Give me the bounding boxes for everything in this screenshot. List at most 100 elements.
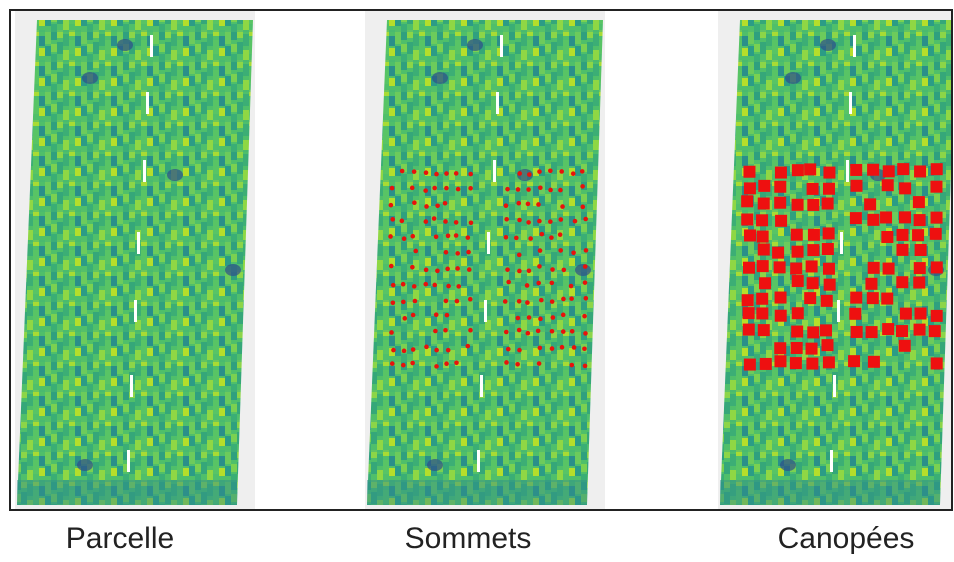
canopy-marker [881,292,894,305]
canopy-marker [882,165,895,178]
canopy-marker [759,357,772,370]
vertex-marker [537,345,543,351]
vertex-marker [443,327,448,333]
vertex-marker [465,235,471,240]
vertex-marker [468,220,474,226]
canopy-marker [791,307,804,320]
panel-image [15,10,255,510]
gap-dash [830,450,833,472]
field-edge [367,480,587,505]
panel-image [365,10,605,510]
vertex-marker [434,347,439,353]
canopy-marker [743,165,756,178]
vertex-marker [456,284,462,289]
vertex-marker [433,234,439,240]
vertex-marker [431,216,437,221]
gap-dash [500,35,503,57]
vertex-marker [455,186,461,192]
vertex-marker [504,360,509,365]
canopy-marker [757,324,770,337]
vertex-marker [445,347,451,353]
vertex-marker [514,235,519,241]
canopy-marker [775,214,788,227]
canopy-marker [848,355,861,368]
vertex-marker [399,168,405,174]
canopy-marker [822,262,835,275]
canopy-marker [774,342,787,355]
canopy-marker [867,261,880,274]
vertex-marker [517,171,522,176]
vertex-marker [503,203,509,209]
frame [9,9,953,511]
dark-spot [785,72,801,84]
vertex-marker [409,185,415,191]
vertex-marker [558,248,563,253]
vertex-marker [550,315,556,320]
vertex-marker [549,280,555,286]
canopy-marker [756,307,769,320]
canopy-marker [774,355,787,368]
canopy-marker [850,291,863,304]
vertex-marker [557,232,563,237]
vertex-marker [560,204,565,209]
vertex-marker [550,267,555,272]
canopy-marker [881,179,894,192]
field-edge [17,480,237,505]
vertex-marker [410,360,415,366]
canopy-marker [913,262,926,275]
vertex-marker [549,346,555,351]
vertex-marker [390,300,396,306]
vertex-marker [527,172,532,177]
canopy-marker [756,214,769,227]
vertex-marker [537,218,542,224]
canopy-marker [930,309,943,322]
vertex-marker [443,219,448,224]
canopy-marker [743,358,756,371]
canopy-marker [774,309,787,322]
vertex-marker [506,279,511,285]
vertex-marker [434,171,439,177]
canopy-marker [804,292,817,305]
vertex-marker [390,282,396,288]
vertex-marker [453,233,459,238]
vertex-marker [401,299,406,305]
canopy-marker [866,292,879,305]
vertex-marker [435,203,440,209]
vertex-marker [454,360,459,366]
vertex-marker [465,343,471,349]
vertex-marker [435,268,440,274]
canopy-marker [914,165,927,178]
caption: Sommets [405,522,532,555]
canopy-marker [742,307,755,320]
canopy-marker [930,163,943,176]
canopy-marker [741,195,754,208]
vertex-marker [537,248,543,253]
canopy-marker [914,243,927,256]
canopy-marker [757,243,770,256]
vertex-marker [505,267,510,272]
vertex-marker [444,312,450,318]
vertex-marker [582,346,587,352]
gap-dash [487,232,490,254]
vertex-marker [516,252,522,258]
vertex-marker [559,344,565,350]
canopy-marker [867,355,880,368]
vertex-marker [412,298,418,304]
vertex-marker [388,202,394,208]
vertex-marker [443,298,449,304]
vertex-marker [432,282,438,288]
canopy-marker [790,228,803,241]
canopy-marker [899,182,912,195]
vertex-marker [388,263,394,269]
vertex-marker [561,296,566,302]
canopy-marker [867,163,880,176]
vertex-marker [424,204,429,209]
vertex-marker [517,268,522,274]
vertex-marker [526,220,531,225]
vertex-marker [560,312,566,318]
vertex-marker [504,216,509,222]
vertex-marker [411,284,417,289]
dark-spot [467,39,483,51]
gap-dash [496,92,499,114]
gap-dash [853,35,856,57]
